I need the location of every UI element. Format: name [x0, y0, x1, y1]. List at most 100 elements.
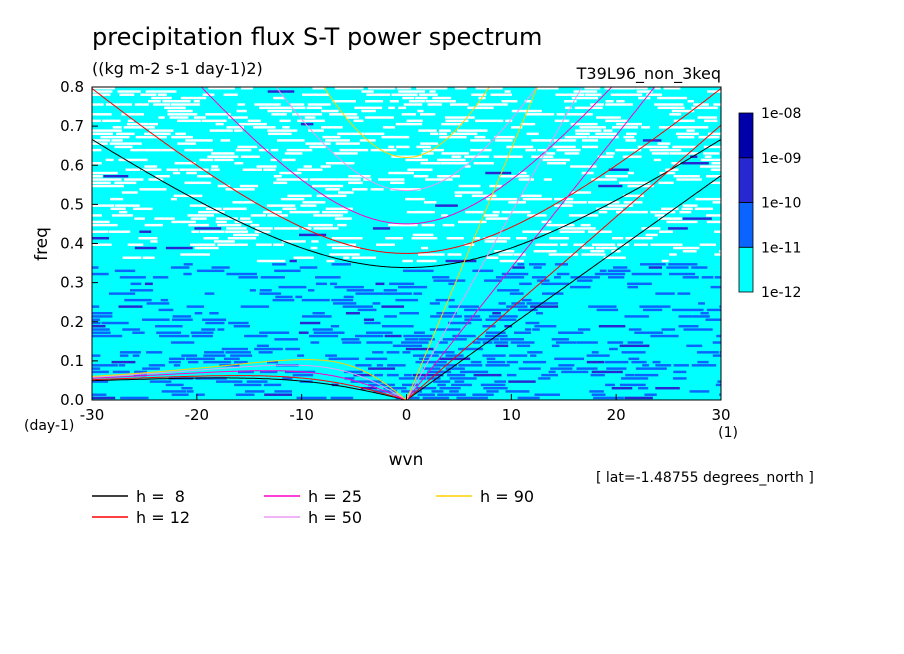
heatmap-cell — [605, 100, 614, 103]
heatmap-cell — [713, 103, 721, 106]
heatmap-cell — [348, 175, 371, 178]
heatmap-cell — [331, 263, 351, 266]
heatmap-cell — [149, 122, 158, 126]
heatmap-cell — [464, 243, 475, 246]
heatmap-cell — [524, 100, 533, 103]
heatmap-cell — [522, 197, 553, 201]
heatmap-cell — [299, 266, 318, 269]
heatmap-cell — [203, 354, 226, 357]
heatmap-cell — [558, 227, 577, 230]
heatmap-cell — [566, 113, 593, 116]
heatmap-cell — [558, 364, 575, 367]
heatmap-cell — [116, 132, 135, 136]
heatmap-cell — [144, 223, 163, 227]
heatmap-cell — [447, 253, 462, 256]
heatmap-cell — [475, 119, 504, 123]
heatmap-cell — [105, 103, 132, 106]
x-tick-label: 30 — [711, 406, 730, 424]
heatmap-cell — [703, 145, 721, 149]
heatmap-cell — [190, 217, 207, 220]
heatmap-cell — [367, 87, 396, 90]
heatmap-cell — [242, 168, 262, 171]
heatmap-cell — [273, 96, 285, 100]
heatmap-cell — [330, 325, 340, 328]
heatmap-cell — [307, 103, 331, 106]
heatmap-cell — [342, 305, 373, 308]
heatmap-cell — [458, 184, 481, 188]
heatmap-cell — [201, 119, 227, 123]
heatmap-cell — [344, 377, 355, 380]
heatmap-cell — [235, 393, 255, 396]
heatmap-cell — [719, 393, 721, 396]
heatmap-cell — [445, 354, 464, 357]
heatmap-cell — [396, 145, 410, 149]
heatmap-cell — [330, 282, 338, 286]
heatmap-cell — [364, 132, 385, 136]
heatmap-cell — [519, 171, 527, 175]
heatmap-cell — [586, 360, 604, 364]
heatmap-cell — [174, 162, 196, 165]
heatmap-cell — [92, 214, 102, 217]
heatmap-cell — [411, 237, 438, 240]
heatmap-cell — [133, 207, 153, 211]
heatmap-cell — [278, 285, 307, 289]
heatmap-cell — [606, 152, 615, 155]
heatmap-cell — [322, 135, 341, 139]
heatmap-cell — [548, 370, 556, 374]
heatmap-cell — [535, 243, 558, 246]
heatmap-cell — [92, 321, 101, 325]
heatmap-cell — [194, 227, 222, 230]
heatmap-cell — [529, 263, 546, 266]
legend-label: h = 12 — [136, 508, 190, 527]
heatmap-cell — [92, 354, 101, 357]
heatmap-cell — [355, 292, 384, 295]
heatmap-cell — [442, 223, 455, 227]
heatmap-cell — [541, 220, 552, 224]
heatmap-cell — [274, 338, 298, 341]
heatmap-cell — [564, 135, 588, 139]
heatmap-cell — [661, 328, 676, 331]
heatmap-cell — [282, 377, 293, 380]
heatmap-cell — [233, 325, 250, 328]
heatmap-cell — [564, 152, 580, 155]
heatmap-cell — [678, 325, 699, 328]
heatmap-cell — [230, 354, 253, 357]
heatmap-cell — [504, 325, 513, 328]
heatmap-cell — [202, 318, 227, 321]
heatmap-cell — [186, 357, 215, 361]
heatmap-cell — [596, 308, 619, 312]
heatmap-cell — [570, 165, 597, 168]
heatmap-cell — [627, 341, 644, 344]
heatmap-cell — [476, 338, 499, 341]
heatmap-cell — [646, 93, 663, 96]
heatmap-cell — [300, 204, 317, 207]
heatmap-cell — [223, 357, 240, 361]
heatmap-cell — [188, 223, 210, 227]
heatmap-cell — [92, 175, 103, 178]
heatmap-cell — [697, 360, 709, 364]
heatmap-cell — [387, 364, 406, 367]
heatmap-cell — [710, 285, 721, 289]
heatmap-cell — [92, 243, 112, 246]
heatmap-cell — [609, 347, 618, 351]
heatmap-cell — [150, 240, 158, 243]
heatmap-cell — [625, 373, 635, 377]
heatmap-cell — [331, 237, 363, 240]
heatmap-cell — [407, 396, 420, 400]
heatmap-cell — [398, 106, 407, 110]
heatmap-cell — [181, 387, 193, 390]
heatmap-cell — [634, 243, 649, 246]
heatmap-cell — [655, 292, 675, 295]
heatmap-cell — [173, 364, 181, 367]
heatmap-cell — [170, 341, 195, 344]
heatmap-cell — [585, 93, 602, 96]
heatmap-cell — [325, 354, 337, 357]
heatmap-cell — [433, 279, 466, 282]
heatmap-cell — [677, 135, 695, 139]
heatmap-cell — [401, 341, 429, 344]
heatmap-cell — [676, 178, 702, 181]
heatmap-cell — [591, 243, 616, 246]
heatmap-cell — [673, 370, 687, 374]
heatmap-cell — [513, 253, 526, 256]
